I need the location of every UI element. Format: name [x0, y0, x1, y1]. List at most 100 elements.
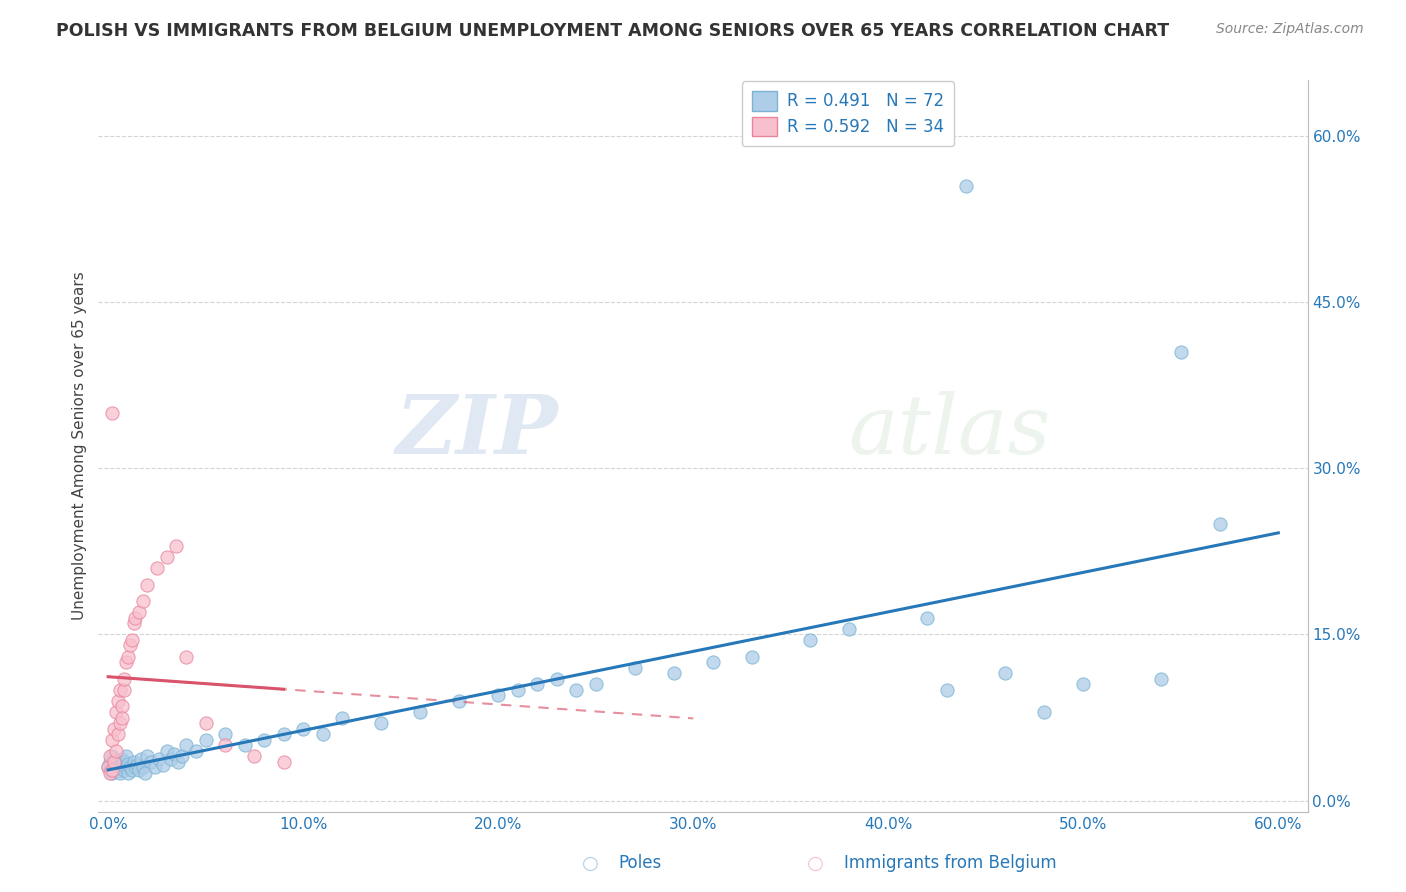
Point: [124, 760, 146, 774]
Point: [132, 760, 155, 774]
Point: [143, 760, 166, 774]
Point: [243, 749, 266, 764]
Point: [1209, 516, 1232, 531]
Point: [112, 763, 135, 777]
Y-axis label: Unemployment Among Seniors over 65 years: Unemployment Among Seniors over 65 years: [72, 272, 87, 620]
Point: [917, 611, 939, 625]
Point: [1150, 672, 1173, 686]
Point: [565, 682, 588, 697]
Text: ZIP: ZIP: [395, 392, 558, 471]
Point: [662, 666, 685, 681]
Point: [156, 744, 179, 758]
Point: [163, 747, 186, 761]
Point: [127, 758, 149, 772]
Point: [994, 666, 1017, 681]
Point: [1033, 705, 1056, 719]
Point: [98, 755, 121, 769]
Text: ○: ○: [807, 854, 824, 873]
Point: [136, 577, 159, 591]
Point: [546, 672, 568, 686]
Point: [194, 732, 217, 747]
Point: [101, 406, 124, 420]
Point: [955, 178, 977, 193]
Point: [526, 677, 548, 691]
Point: [107, 694, 129, 708]
Point: [741, 649, 763, 664]
Point: [101, 763, 124, 777]
Point: [799, 632, 821, 647]
Point: [1071, 677, 1094, 691]
Point: [194, 716, 217, 731]
Point: [449, 694, 471, 708]
Point: [124, 611, 146, 625]
Point: [121, 632, 143, 647]
Text: atlas: atlas: [848, 392, 1050, 471]
Point: [97, 760, 120, 774]
Point: [108, 716, 131, 731]
Text: Source: ZipAtlas.com: Source: ZipAtlas.com: [1216, 22, 1364, 37]
Point: [114, 749, 136, 764]
Point: [253, 732, 276, 747]
Point: [107, 754, 129, 768]
Point: [118, 639, 141, 653]
Point: [104, 763, 127, 777]
Point: [114, 760, 136, 774]
Point: [122, 755, 145, 769]
Point: [121, 763, 143, 777]
Point: [146, 561, 169, 575]
Point: [108, 760, 131, 774]
Point: [409, 705, 432, 719]
Point: [112, 755, 135, 769]
Point: [165, 539, 187, 553]
Point: [104, 757, 127, 772]
Point: [112, 672, 135, 686]
Point: [111, 751, 134, 765]
Point: [486, 689, 509, 703]
Point: [214, 738, 236, 752]
Point: [122, 616, 145, 631]
Text: Poles: Poles: [619, 855, 662, 872]
Point: [233, 738, 256, 752]
Point: [312, 727, 335, 741]
Text: ○: ○: [582, 854, 599, 873]
Point: [148, 751, 170, 765]
Point: [172, 749, 194, 764]
Point: [159, 751, 181, 765]
Point: [330, 710, 353, 724]
Point: [214, 727, 236, 741]
Point: [101, 732, 124, 747]
Point: [104, 744, 127, 758]
Point: [292, 722, 315, 736]
Point: [128, 763, 150, 777]
Point: [101, 749, 124, 764]
Point: [184, 744, 207, 758]
Point: [1170, 344, 1192, 359]
Point: [118, 760, 141, 774]
Point: [152, 758, 174, 772]
Point: [111, 699, 134, 714]
Point: [101, 766, 124, 780]
Point: [273, 727, 295, 741]
Point: [111, 758, 134, 772]
Point: [134, 766, 156, 780]
Point: [506, 682, 529, 697]
Point: [273, 755, 295, 769]
Point: [131, 751, 153, 765]
Point: [174, 738, 197, 752]
Point: [103, 751, 125, 765]
Point: [139, 755, 162, 769]
Point: [104, 705, 127, 719]
Point: [103, 722, 125, 736]
Point: [111, 710, 134, 724]
Point: [167, 755, 190, 769]
Point: [108, 766, 131, 780]
Point: [838, 622, 860, 636]
Text: POLISH VS IMMIGRANTS FROM BELGIUM UNEMPLOYMENT AMONG SENIORS OVER 65 YEARS CORRE: POLISH VS IMMIGRANTS FROM BELGIUM UNEMPL…: [56, 22, 1170, 40]
Point: [107, 727, 129, 741]
Text: Immigrants from Belgium: Immigrants from Belgium: [844, 855, 1056, 872]
Point: [136, 749, 159, 764]
Point: [98, 749, 121, 764]
Point: [132, 594, 155, 608]
Point: [702, 655, 724, 669]
Point: [114, 655, 136, 669]
